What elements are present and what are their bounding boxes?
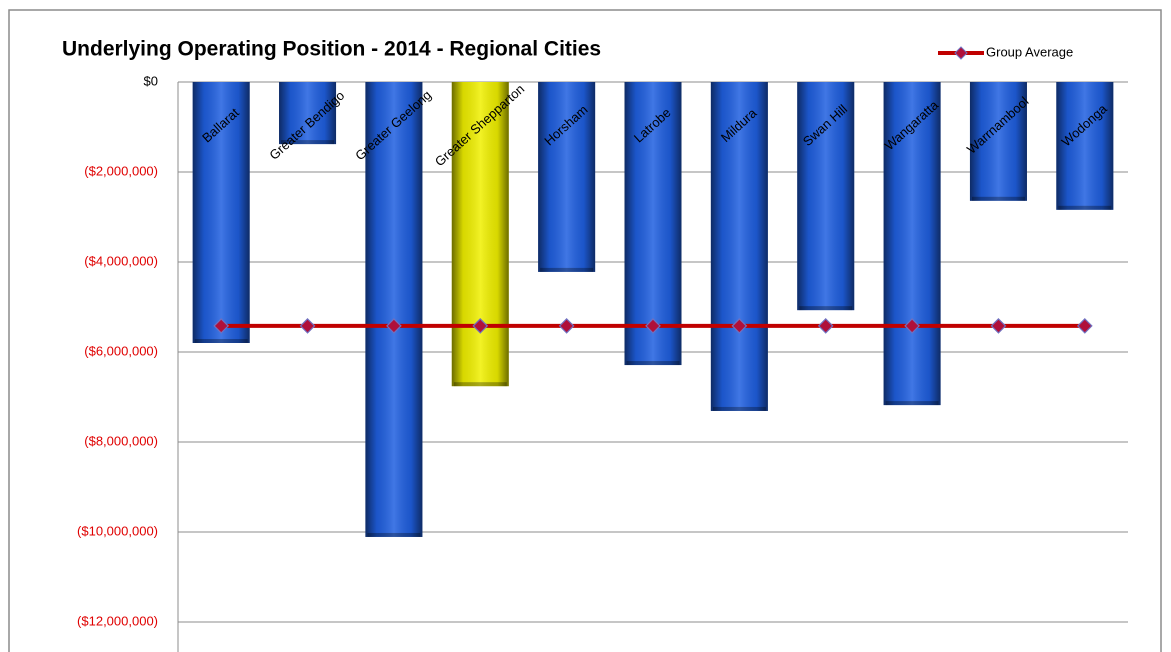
bar-shade <box>192 82 250 343</box>
average-marker <box>472 318 489 334</box>
bar-bottom <box>367 532 421 537</box>
y-tick-label: ($6,000,000) <box>84 343 158 358</box>
bar-shade <box>365 82 423 537</box>
bar-shade <box>279 82 337 145</box>
average-marker <box>731 318 748 334</box>
bar-shade <box>797 82 855 311</box>
legend-marker <box>954 46 968 60</box>
bar-bottom <box>712 406 766 411</box>
y-tick-label: $0 <box>144 73 158 88</box>
y-tick-label: ($8,000,000) <box>84 433 158 448</box>
bar-bottom <box>453 382 507 387</box>
y-tick-label: ($2,000,000) <box>84 163 158 178</box>
bar-bottom <box>1058 205 1112 210</box>
bar-shade <box>710 82 768 411</box>
bar-bottom <box>626 361 680 366</box>
average-marker <box>386 318 402 334</box>
chart-title: Underlying Operating Position - 2014 - R… <box>62 38 601 61</box>
bar-bottom <box>281 140 335 145</box>
bar-bottom <box>971 196 1025 201</box>
average-marker <box>904 318 920 334</box>
bar-shade <box>883 82 941 406</box>
average-marker <box>558 318 575 334</box>
bar-bottom <box>194 339 248 343</box>
bar-shade <box>969 82 1027 201</box>
average-marker <box>990 318 1007 334</box>
average-marker <box>299 318 316 334</box>
legend-label: Group Average <box>986 44 1073 59</box>
bar-bottom <box>799 306 853 311</box>
bar-shade <box>624 82 682 366</box>
average-marker <box>213 318 230 334</box>
average-marker <box>817 318 834 334</box>
bar-shade <box>451 82 509 387</box>
y-tick-label: ($4,000,000) <box>84 253 158 268</box>
average-marker <box>645 318 661 334</box>
bar-bottom <box>885 401 939 406</box>
y-tick-label: ($10,000,000) <box>77 523 158 538</box>
bar-bottom <box>540 267 594 272</box>
bar-shade <box>1056 82 1114 210</box>
bar-shade <box>538 82 596 272</box>
y-tick-label: ($12,000,000) <box>77 613 158 628</box>
average-marker <box>1076 318 1093 334</box>
